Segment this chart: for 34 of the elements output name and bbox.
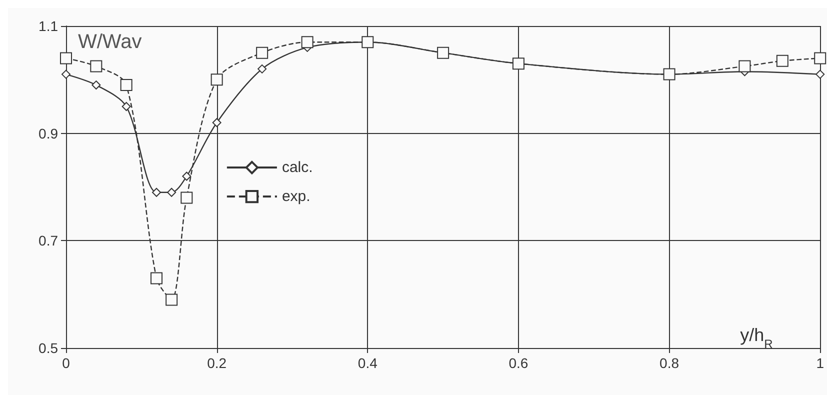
point: [814, 52, 826, 64]
x-tick-label: 0.4: [358, 355, 378, 371]
legend-label: exp.: [282, 188, 310, 206]
point: [180, 192, 193, 204]
point: [301, 36, 314, 48]
point: [166, 294, 178, 306]
point: [92, 80, 101, 90]
point: [122, 102, 131, 111]
y-axis-title: W/Wav: [78, 31, 142, 53]
point: [120, 79, 132, 92]
point: [258, 64, 267, 74]
x-tick-label: 0.8: [660, 355, 680, 371]
point: [738, 60, 751, 72]
y-tick-label: 0.7: [38, 232, 58, 249]
y-tick-label: 0.5: [38, 340, 58, 356]
point: [152, 188, 161, 197]
point: [90, 60, 102, 72]
x-tick-label: 0.6: [508, 355, 528, 371]
y-tick-label: 0.9: [38, 125, 58, 142]
point: [212, 118, 222, 128]
point: [167, 188, 176, 197]
x-tick-label: 0: [62, 355, 70, 371]
point: [256, 46, 268, 59]
point: [182, 172, 192, 181]
point: [62, 70, 70, 79]
legend-label: calc.: [282, 159, 313, 176]
point: [776, 54, 788, 67]
y-tick-label: 1.1: [38, 18, 58, 34]
x-tick-label: 0.2: [207, 355, 227, 371]
point: [816, 70, 825, 79]
point: [60, 52, 72, 64]
x-tick-label: 1: [816, 355, 824, 371]
point: [150, 272, 162, 284]
point: [210, 74, 223, 86]
